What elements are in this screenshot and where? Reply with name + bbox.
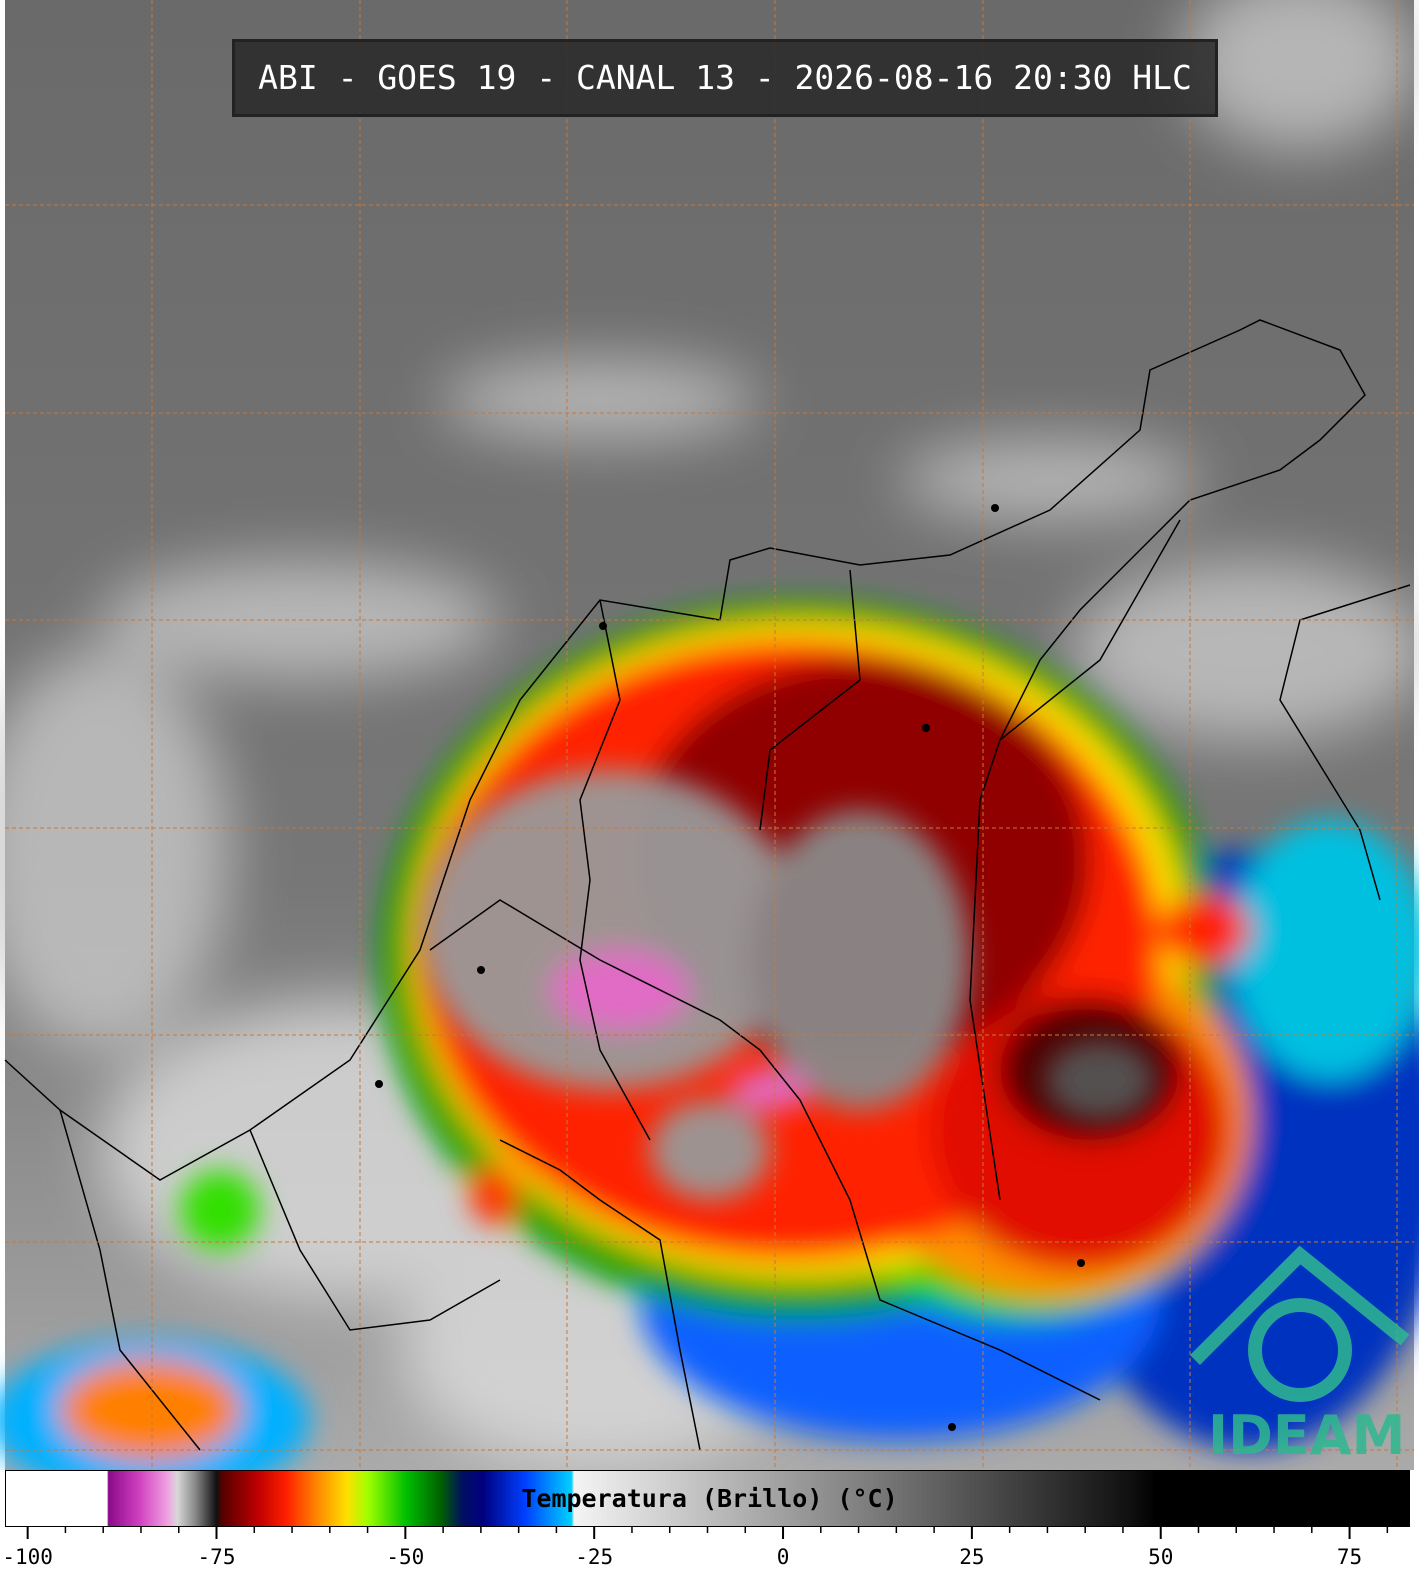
tick-label: 25 [959, 1545, 984, 1569]
colorbar [5, 1470, 1410, 1527]
title: ABI - GOES 19 - CANAL 13 - 2026-08-16 20… [232, 39, 1218, 117]
logo: IDEAM [1208, 1404, 1406, 1467]
tick-label: -50 [386, 1545, 424, 1569]
tick-label: 50 [1148, 1545, 1173, 1569]
satellite-image [0, 0, 1419, 1470]
tick-label: 75 [1337, 1545, 1362, 1569]
colorbar-label: Temperatura (Brillo) (°C) [521, 1484, 898, 1513]
tick-label: -75 [198, 1545, 236, 1569]
tick-label: -25 [575, 1545, 613, 1569]
tick-label: -100 [2, 1545, 53, 1569]
colorbar-axis: -100 -75 -50 -25 0 25 50 75 [2, 1527, 1389, 1569]
tick-label: 0 [777, 1545, 790, 1569]
